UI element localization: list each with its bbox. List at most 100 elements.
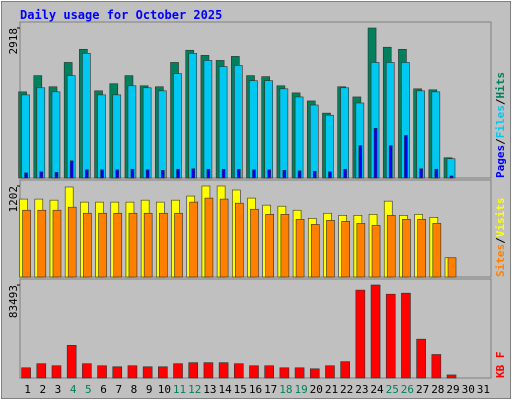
bar <box>340 87 349 179</box>
bar <box>127 365 138 379</box>
bar <box>434 168 439 179</box>
bar <box>83 212 92 278</box>
bar <box>159 212 168 278</box>
bar <box>356 223 366 278</box>
bar <box>98 212 107 278</box>
x-tick-label: 18 <box>279 383 292 396</box>
bar <box>36 363 47 379</box>
legend-entry: Visits <box>494 198 507 238</box>
bar <box>221 168 226 179</box>
x-tick-label: 29 <box>446 383 459 396</box>
bar <box>282 169 287 179</box>
bar <box>310 224 320 278</box>
x-tick-label: 1 <box>24 383 31 396</box>
bar <box>386 214 396 278</box>
bar <box>325 365 335 379</box>
bar <box>279 88 289 179</box>
x-tick-label: 16 <box>249 383 262 396</box>
bar <box>370 284 381 379</box>
bar <box>309 368 320 379</box>
bar <box>432 223 442 278</box>
legend-separator: / <box>494 138 507 145</box>
bar <box>66 344 77 379</box>
bar <box>449 175 454 179</box>
bar <box>373 128 378 179</box>
bar <box>51 91 61 179</box>
chart-title: Daily usage for October 2025 <box>20 8 222 22</box>
bar <box>24 172 28 179</box>
bar <box>52 209 62 278</box>
bar <box>22 209 31 278</box>
bar <box>204 197 214 278</box>
legend: Pages/Files/Hits <box>494 72 507 178</box>
bar <box>446 158 456 179</box>
y-tick-label: 2918 <box>7 28 20 55</box>
x-tick-label: 10 <box>158 383 171 396</box>
bar <box>97 365 107 379</box>
bar <box>115 169 120 179</box>
legend-entry: Hits <box>494 72 507 99</box>
bar <box>326 220 335 278</box>
bar <box>297 170 302 179</box>
bar <box>371 225 381 278</box>
bar <box>341 221 350 278</box>
bar <box>219 198 229 278</box>
bar <box>113 212 123 278</box>
x-tick-label: 8 <box>131 383 138 396</box>
bar <box>158 90 167 179</box>
bar <box>39 171 44 179</box>
x-tick-label: 24 <box>370 383 384 396</box>
bar <box>355 289 366 379</box>
bar <box>85 169 89 179</box>
bar <box>36 87 46 179</box>
bar <box>252 169 256 179</box>
bar <box>161 169 165 179</box>
bar <box>264 365 274 379</box>
x-tick-label: 25 <box>386 383 399 396</box>
bar <box>328 171 332 179</box>
y-tick-label: 83493 <box>7 285 20 318</box>
bar <box>203 362 214 379</box>
bar <box>100 169 104 179</box>
x-tick-label: 5 <box>85 383 92 396</box>
x-tick-label: 22 <box>340 383 353 396</box>
bar <box>206 168 211 179</box>
bar <box>142 87 152 179</box>
y-tick-label: 1202 <box>7 186 20 213</box>
x-tick-label: 9 <box>146 383 153 396</box>
x-tick-label: 26 <box>401 383 414 396</box>
x-tick-label: 23 <box>355 383 368 396</box>
x-tick-label: 13 <box>203 383 216 396</box>
x-tick-label: 28 <box>431 383 444 396</box>
bar <box>189 201 199 278</box>
bar <box>235 202 244 278</box>
bar <box>267 169 271 179</box>
legend-entry: KB F <box>494 352 507 379</box>
x-tick-label: 3 <box>55 383 62 396</box>
x-tick-label: 15 <box>234 383 247 396</box>
bar <box>173 363 183 379</box>
bar <box>294 367 305 379</box>
x-tick-label: 31 <box>477 383 490 396</box>
bar <box>343 168 347 179</box>
bar <box>237 168 241 179</box>
bar <box>250 208 259 278</box>
bar <box>82 363 92 379</box>
x-tick-label: 21 <box>325 383 338 396</box>
bar <box>174 212 183 278</box>
bar <box>249 365 259 379</box>
bar <box>312 171 317 179</box>
legend: KB F <box>494 352 507 379</box>
bar <box>188 362 199 379</box>
bar <box>431 354 442 379</box>
bar <box>325 114 334 179</box>
x-tick-label: 14 <box>218 383 232 396</box>
x-tick-label: 11 <box>173 383 186 396</box>
bar <box>234 65 243 179</box>
bar <box>21 94 30 179</box>
bar <box>69 160 74 179</box>
legend-entry: Pages <box>494 145 507 178</box>
bar <box>431 91 441 179</box>
bar <box>112 94 122 179</box>
